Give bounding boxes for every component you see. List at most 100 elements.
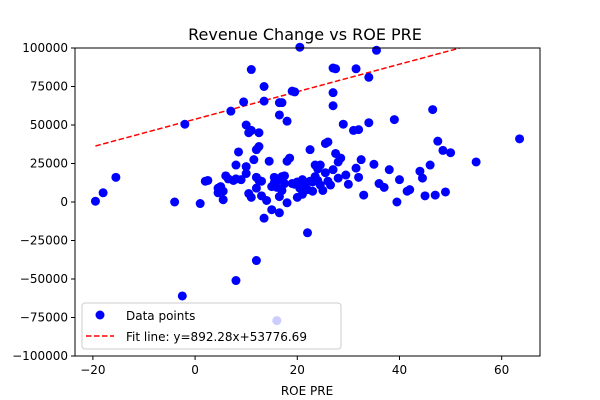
- data-point-120: [379, 182, 389, 192]
- chart-title: Revenue Change vs ROE PRE: [188, 25, 422, 44]
- data-point-81: [305, 145, 315, 155]
- data-point-45: [262, 195, 272, 205]
- data-point-32: [249, 155, 259, 165]
- data-point-66: [285, 153, 295, 163]
- data-point-111: [354, 125, 364, 135]
- data-point-98: [328, 101, 338, 111]
- data-point-88: [315, 160, 325, 170]
- data-points-layer: [90, 42, 525, 326]
- data-point-137: [471, 157, 481, 167]
- data-point-31: [246, 192, 256, 202]
- y-tick-label--75000: −75000: [20, 311, 68, 325]
- y-tick-label-25000: 25000: [30, 157, 68, 171]
- legend-label-fit-line: Fit line: y=892.28x+53776.69: [126, 330, 307, 344]
- data-point-29: [246, 65, 256, 75]
- data-point-2: [111, 172, 121, 182]
- data-point-133: [433, 136, 443, 146]
- data-point-12: [218, 186, 228, 196]
- data-point-127: [415, 166, 425, 176]
- data-point-37: [254, 142, 264, 152]
- data-point-54: [274, 110, 284, 120]
- data-point-48: [267, 205, 277, 215]
- data-point-42: [259, 82, 269, 91]
- data-point-94: [323, 137, 333, 147]
- data-point-58: [277, 98, 287, 108]
- data-point-24: [241, 162, 251, 172]
- data-point-60: [277, 185, 287, 195]
- data-point-138: [515, 134, 525, 144]
- data-point-132: [430, 190, 440, 200]
- data-point-35: [251, 256, 261, 266]
- data-point-8: [203, 175, 213, 185]
- data-point-40: [257, 176, 267, 186]
- legend-box: [81, 302, 342, 350]
- data-point-126: [405, 185, 415, 195]
- data-point-105: [338, 119, 348, 129]
- data-point-79: [303, 228, 312, 238]
- x-tick-label-20: 20: [290, 363, 305, 377]
- data-point-16: [226, 106, 236, 116]
- data-point-30: [246, 125, 256, 135]
- data-point-100: [331, 64, 341, 74]
- data-point-13: [218, 195, 228, 205]
- data-point-107: [343, 179, 353, 189]
- data-point-6: [195, 199, 205, 209]
- data-point-21: [234, 147, 244, 157]
- data-point-136: [446, 148, 456, 158]
- data-point-104: [336, 153, 346, 163]
- data-point-20: [231, 276, 241, 286]
- data-point-36: [251, 183, 261, 193]
- data-point-112: [354, 172, 364, 182]
- x-axis-label: ROE PRE: [281, 384, 333, 398]
- data-point-64: [282, 198, 292, 208]
- x-tick-label-60: 60: [494, 363, 509, 377]
- data-point-97: [328, 88, 338, 98]
- data-point-121: [384, 165, 394, 175]
- data-point-0: [90, 196, 100, 206]
- data-point-92: [320, 168, 330, 178]
- data-point-46: [264, 156, 274, 166]
- data-point-43: [259, 96, 269, 106]
- fit-line: [95, 48, 463, 147]
- y-tick-label-100000: 100000: [22, 41, 68, 55]
- y-tick-label--25000: −25000: [20, 234, 68, 248]
- data-point-113: [356, 155, 366, 165]
- data-point-109: [351, 64, 361, 74]
- y-tick-label--50000: −50000: [20, 272, 68, 286]
- y-tick-label-75000: 75000: [30, 80, 68, 94]
- data-point-63: [282, 116, 292, 126]
- data-point-3: [170, 197, 180, 207]
- data-point-131: [428, 105, 438, 115]
- data-point-19: [231, 160, 241, 170]
- data-point-134: [438, 145, 448, 155]
- data-point-122: [389, 115, 399, 125]
- data-point-1: [98, 188, 108, 198]
- x-tick-label-40: 40: [392, 363, 407, 377]
- y-tick-label--100000: −100000: [12, 349, 68, 363]
- data-point-90: [318, 185, 328, 195]
- data-point-4: [177, 291, 187, 301]
- data-point-23: [239, 97, 249, 107]
- data-point-5: [180, 119, 190, 129]
- data-point-123: [392, 197, 402, 207]
- data-point-118: [371, 45, 381, 55]
- x-tick-label-0: 0: [191, 363, 199, 377]
- data-point-116: [364, 72, 374, 82]
- data-point-99: [328, 165, 338, 175]
- data-point-114: [359, 190, 369, 200]
- legend: Data points Fit line: y=892.28x+53776.69: [81, 302, 342, 350]
- data-point-124: [394, 175, 404, 185]
- data-point-95: [325, 180, 335, 190]
- data-point-22: [236, 175, 246, 185]
- fit-line-layer: [95, 48, 463, 147]
- data-point-135: [440, 187, 450, 197]
- y-axis-ticks: −100000 −75000 −50000 −25000 0 25000 50000 7500…: [12, 41, 75, 363]
- x-axis-ticks: −20 0 20 40 60: [80, 356, 509, 377]
- legend-label-data-points: Data points: [126, 309, 195, 323]
- data-point-44: [259, 213, 269, 223]
- data-point-103: [333, 173, 343, 183]
- data-point-62: [280, 171, 290, 181]
- data-point-61: [280, 179, 290, 189]
- data-point-130: [425, 160, 435, 170]
